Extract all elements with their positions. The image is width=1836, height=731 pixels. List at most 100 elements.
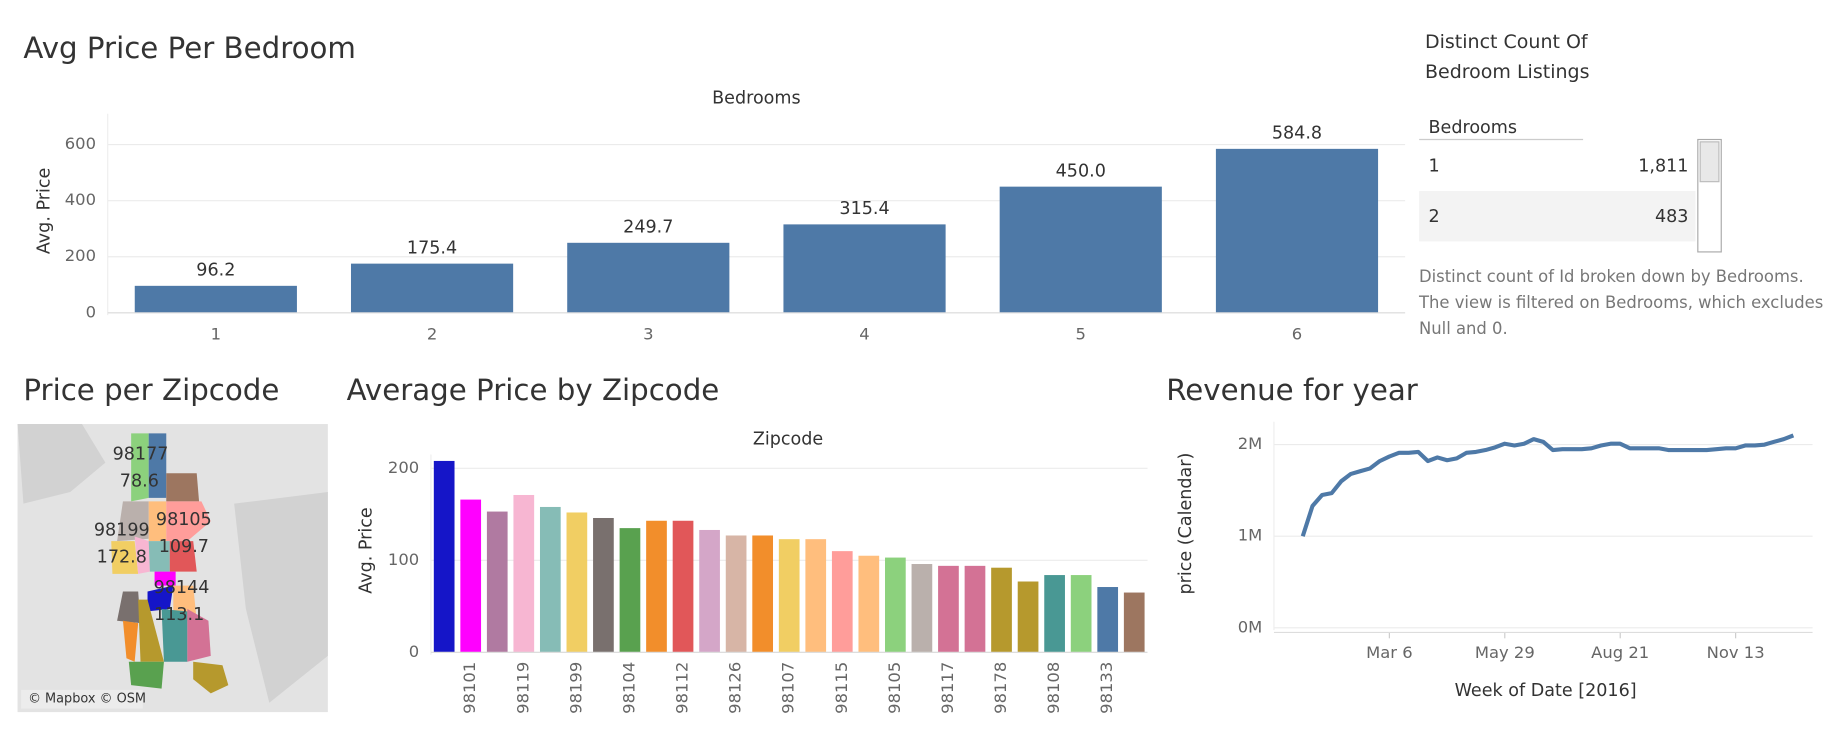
x-tick-label: Mar 6 — [1366, 643, 1413, 662]
bar — [964, 565, 986, 653]
data-label: 584.8 — [1272, 124, 1322, 144]
y-tick-label: 200 — [65, 246, 96, 265]
table-header: Bedrooms — [1429, 118, 1518, 138]
map-region — [111, 541, 139, 574]
x-tick-label: 6 — [1292, 325, 1302, 344]
bar — [460, 499, 482, 653]
x-tick-label: 98117 — [938, 662, 957, 714]
bar — [1097, 587, 1119, 653]
bar — [885, 557, 906, 653]
y-tick-label: 0 — [86, 302, 96, 321]
bar — [1215, 148, 1379, 313]
bar — [725, 535, 747, 653]
map-water — [234, 491, 328, 703]
x-tick-label: 98199 — [566, 662, 585, 714]
map — [17, 424, 328, 713]
bar — [350, 263, 514, 313]
x-tick-label: 2 — [427, 325, 437, 344]
y-axis-title: Avg. Price — [34, 168, 54, 254]
table-cell: 483 — [1655, 207, 1688, 227]
map-region — [154, 571, 176, 586]
map-region — [148, 501, 167, 542]
map-region — [134, 536, 150, 574]
x-tick-label: 5 — [1076, 325, 1086, 344]
data-label: 450.0 — [1056, 161, 1106, 181]
bar — [783, 224, 946, 313]
table-cell: 2 — [1429, 207, 1440, 227]
x-axis-title: Week of Date [2016] — [1455, 681, 1637, 701]
y-tick-label: 200 — [388, 458, 419, 477]
bar — [593, 517, 614, 653]
y-tick-label: 600 — [65, 134, 96, 153]
table-cell: 1 — [1429, 156, 1440, 176]
bar — [938, 565, 959, 653]
bar — [134, 285, 297, 313]
map-label: 98105 — [156, 510, 212, 530]
map-label: 98177 — [113, 444, 169, 464]
x-tick-label: 98107 — [779, 662, 798, 714]
data-label: 249.7 — [623, 218, 673, 238]
x-tick-label: 98101 — [460, 662, 479, 714]
bar — [646, 520, 667, 653]
y-tick-label: 2M — [1238, 434, 1263, 453]
map-region — [138, 599, 164, 662]
map-region — [166, 501, 211, 542]
bar — [513, 494, 535, 653]
scrollbar-thumb — [1699, 141, 1720, 183]
x-tick-label: 4 — [859, 325, 869, 344]
data-label: 315.4 — [839, 199, 889, 219]
map-region — [166, 473, 200, 502]
bar — [1044, 575, 1065, 653]
map-region — [148, 541, 170, 572]
bar — [486, 511, 508, 653]
map-region — [161, 609, 188, 662]
map-label: 109.7 — [159, 537, 209, 557]
bar — [619, 528, 641, 653]
map-title: Price per Zipcode — [23, 373, 279, 407]
table-note: Distinct count of Id broken down by Bedr… — [1419, 267, 1824, 338]
y-axis-title: Avg. Price — [356, 507, 376, 593]
y-tick-label: 1M — [1238, 526, 1263, 545]
attribution-bg — [21, 689, 143, 709]
bar — [539, 506, 561, 653]
x-tick-label: 98104 — [619, 662, 638, 714]
bar — [752, 535, 774, 653]
map-label: 98144 — [154, 578, 210, 598]
bar — [1123, 592, 1145, 653]
y-tick-label: 400 — [65, 190, 96, 209]
axis-title: Zipcode — [753, 429, 823, 449]
table-row — [1419, 140, 1696, 192]
y-axis-title: price (Calendar) — [1176, 453, 1196, 595]
map-label: 113.1 — [154, 605, 204, 625]
bar — [991, 567, 1012, 653]
x-tick-label: May 29 — [1475, 643, 1535, 662]
map-label: 98199 — [94, 521, 150, 541]
map-label: 172.8 — [97, 548, 147, 568]
table-row — [1419, 191, 1696, 242]
table-title: Distinct Count Of Bedroom Listings — [1425, 31, 1590, 83]
map-region — [147, 585, 174, 612]
y-tick-label: 0 — [409, 642, 419, 661]
x-tick-label: 98112 — [673, 662, 692, 714]
data-label: 175.4 — [407, 238, 457, 258]
x-tick-label: Nov 13 — [1707, 643, 1765, 662]
bar — [699, 529, 720, 653]
x-tick-label: 1 — [211, 325, 221, 344]
map-label: 78.6 — [120, 471, 159, 491]
map-region — [169, 541, 197, 572]
y-tick-label: 100 — [388, 550, 419, 569]
bar — [999, 186, 1162, 313]
bar — [1017, 581, 1039, 653]
chart-title: Avg Price Per Bedroom — [23, 31, 356, 65]
chart-title: Average Price by Zipcode — [347, 373, 720, 407]
bar — [778, 539, 800, 653]
table-cell: 1,811 — [1638, 156, 1688, 176]
x-tick-label: 98108 — [1044, 662, 1063, 714]
map-region — [193, 661, 229, 694]
map-region — [128, 661, 164, 689]
map-attribution: © Mapbox © OSM — [28, 692, 146, 707]
x-tick-label: 98105 — [885, 662, 904, 714]
map-region — [148, 433, 167, 498]
